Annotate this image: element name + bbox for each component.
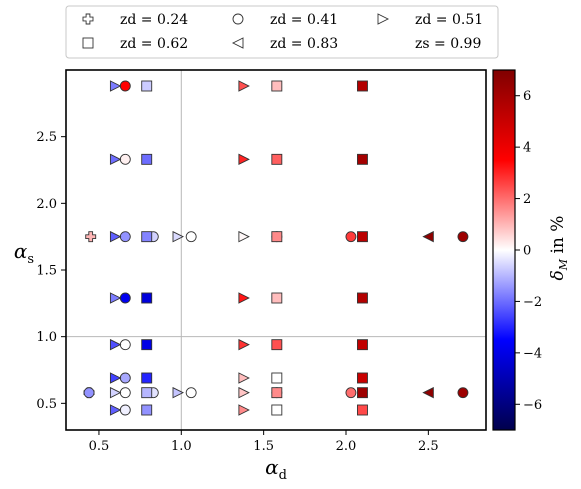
legend-marker-circle — [232, 13, 244, 25]
legend-marker-square — [82, 37, 94, 49]
legend-label: zd = 0.83 — [270, 36, 338, 52]
colorbar-label: δM in % — [548, 216, 570, 281]
data-point-circle — [345, 387, 357, 399]
data-point-square — [271, 292, 283, 304]
data-point-plus — [85, 231, 97, 243]
legend-marker-triangle-right — [377, 13, 390, 25]
data-point-square — [271, 387, 283, 399]
y-tick-label: 1.0 — [36, 330, 57, 345]
plot-frame — [65, 69, 487, 431]
x-tick-label: 0.5 — [89, 439, 110, 454]
data-point-square — [357, 372, 368, 384]
data-point-circle — [345, 231, 357, 243]
y-tick-label: 2.5 — [36, 130, 57, 145]
data-point-square — [357, 339, 368, 351]
data-point-square — [357, 80, 368, 92]
data-point-square — [357, 231, 368, 243]
data-point-triangle-right — [238, 153, 250, 166]
colorbar-gradient — [492, 69, 516, 431]
data-point-circle — [185, 231, 197, 243]
x-tick-label: 2.5 — [418, 439, 439, 454]
data-point-triangle-left — [422, 230, 434, 243]
y-tick-label: 0.5 — [36, 397, 57, 412]
colorbar-tick-label: 0 — [523, 244, 531, 259]
data-point-square — [271, 153, 283, 165]
data-point-triangle-right — [109, 153, 122, 166]
data-point-triangle-right — [238, 372, 250, 384]
plot-area: 0.5 1.0 1.5 2.0 2.5 0.5 1.0 1.5 2.0 2.5 — [36, 69, 487, 454]
data-point-square — [357, 292, 368, 304]
data-point-square — [141, 231, 153, 243]
data-point-circle — [119, 372, 131, 384]
data-point-square — [141, 339, 153, 351]
colorbar-tick-label: 4 — [523, 141, 531, 156]
legend-label: zd = 0.51 — [415, 12, 483, 28]
data-point-square — [141, 404, 153, 416]
data-point-circle — [119, 80, 131, 92]
x-tick-label: 2.0 — [336, 439, 357, 454]
data-point-triangle-right — [238, 80, 250, 92]
data-point-triangle-left — [422, 386, 434, 399]
data-point-triangle-right — [109, 338, 122, 351]
legend-label: zd = 0.24 — [120, 12, 188, 28]
data-point-square — [141, 80, 153, 92]
colorbar-tick-label: 6 — [523, 89, 531, 104]
data-point-circle — [83, 387, 95, 399]
plot-background — [66, 70, 486, 430]
data-point-circle — [119, 404, 131, 416]
data-point-circle — [119, 339, 131, 351]
legend: zd = 0.24 zd = 0.41 zd = 0.51 zd = 0.62 zd =… — [65, 5, 499, 59]
legend-label: zd = 0.62 — [120, 36, 188, 52]
colorbar-tick-label: −4 — [523, 346, 542, 361]
data-point-triangle-right — [109, 292, 122, 304]
x-tick-label: 1.0 — [171, 439, 192, 454]
data-point-triangle-right — [238, 230, 250, 243]
data-point-circle — [119, 292, 131, 304]
data-point-triangle-right — [238, 338, 250, 351]
data-point-square — [141, 153, 153, 165]
data-point-square — [271, 339, 283, 351]
y-axis-label: αs — [14, 239, 34, 267]
data-point-triangle-right — [238, 292, 250, 304]
data-point-circle — [185, 387, 197, 399]
data-point-square — [271, 404, 283, 416]
data-point-square — [271, 231, 283, 243]
data-point-triangle-right — [109, 80, 122, 92]
data-point-square — [141, 372, 153, 384]
data-point-triangle-right — [172, 386, 185, 399]
data-point-square — [141, 292, 153, 304]
data-point-triangle-right — [238, 404, 250, 416]
data-point-square — [357, 153, 368, 165]
data-point-square — [141, 387, 153, 399]
data-point-triangle-right — [172, 230, 185, 243]
data-point-triangle-right — [109, 404, 122, 416]
data-point-square — [271, 80, 283, 92]
data-point-circle — [457, 387, 469, 399]
data-point-square — [271, 372, 283, 384]
legend-marker-triangle-left — [231, 37, 244, 49]
data-point-circle — [457, 231, 469, 243]
legend-label: zs = 0.99 — [415, 36, 481, 52]
data-point-square — [357, 404, 368, 416]
data-point-triangle-right — [109, 386, 122, 399]
y-tick-label: 1.5 — [36, 264, 57, 279]
colorbar-tick-label: −6 — [523, 398, 542, 413]
colorbar-tick-label: 2 — [523, 192, 531, 207]
colorbar-tick-label: −2 — [523, 295, 542, 310]
data-point-square — [357, 387, 368, 399]
data-point-triangle-right — [109, 372, 122, 384]
x-tick-label: 1.5 — [253, 439, 274, 454]
data-point-triangle-right — [109, 230, 122, 243]
legend-label: zd = 0.41 — [270, 12, 338, 28]
x-axis-label: αd — [265, 455, 287, 483]
data-point-circle — [119, 387, 131, 399]
data-point-triangle-right — [238, 386, 250, 399]
colorbar: 6 4 2 0 −2 −4 −6 δM in % — [492, 69, 570, 431]
legend-frame — [65, 5, 499, 59]
data-point-circle — [119, 153, 131, 165]
y-tick-label: 2.0 — [36, 197, 57, 212]
legend-marker-plus — [82, 13, 94, 25]
data-point-circle — [119, 231, 131, 243]
